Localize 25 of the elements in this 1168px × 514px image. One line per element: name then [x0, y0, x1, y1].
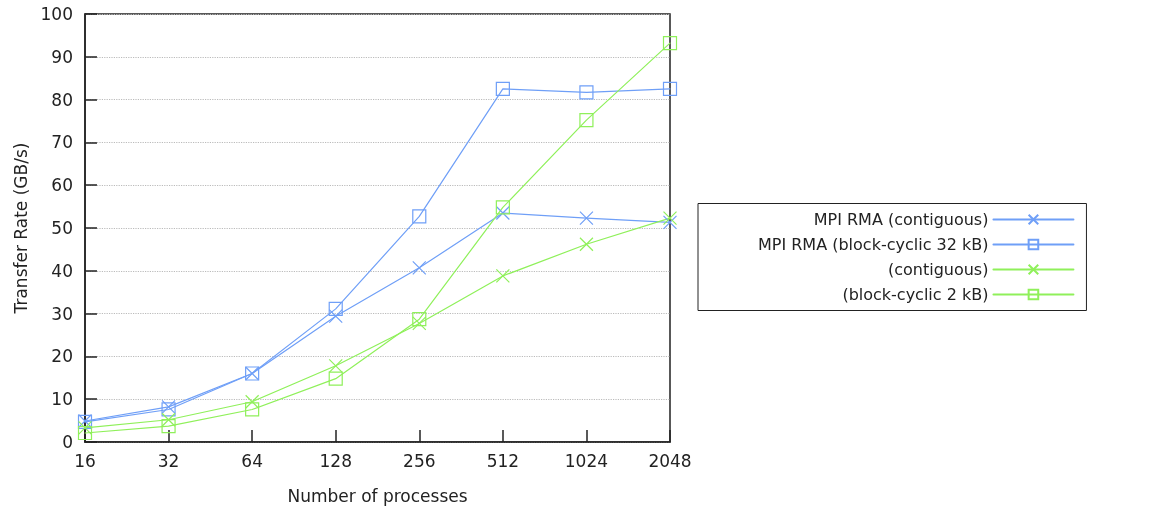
- y-tick-label: 70: [51, 132, 73, 153]
- x-tick-label: 2048: [648, 450, 692, 471]
- y-tick-label: 90: [51, 46, 73, 67]
- x-tick-label: 64: [241, 450, 263, 471]
- legend-label: MPI RMA (block-cyclic 32 kB): [757, 235, 989, 254]
- y-axis-title: Transfer Rate (GB/s): [11, 142, 32, 315]
- legend-label: MPI RMA (contiguous): [813, 210, 989, 229]
- x-axis-title: Number of processes: [287, 485, 468, 506]
- y-tick-label: 40: [51, 260, 73, 281]
- legend-label: (block-cyclic 2 kB): [842, 285, 989, 304]
- y-tick-label: 0: [62, 432, 73, 452]
- y-tick-label: 30: [51, 303, 73, 324]
- y-tick-label: 60: [51, 175, 73, 196]
- y-tick-label: 20: [51, 346, 73, 367]
- x-tick-label: 1024: [564, 450, 609, 471]
- x-tick-label: 16: [74, 450, 96, 471]
- y-tick-label: 80: [51, 89, 73, 110]
- x-tick-label: 512: [486, 450, 520, 471]
- x-tick-label: 128: [319, 450, 352, 471]
- y-tick-label: 50: [51, 218, 73, 238]
- y-tick-label: 10: [51, 389, 73, 410]
- y-tick-label: 100: [40, 4, 73, 24]
- legend-label: (contiguous): [887, 260, 989, 279]
- x-tick-label: 256: [403, 450, 436, 471]
- x-tick-label: 32: [157, 450, 180, 471]
